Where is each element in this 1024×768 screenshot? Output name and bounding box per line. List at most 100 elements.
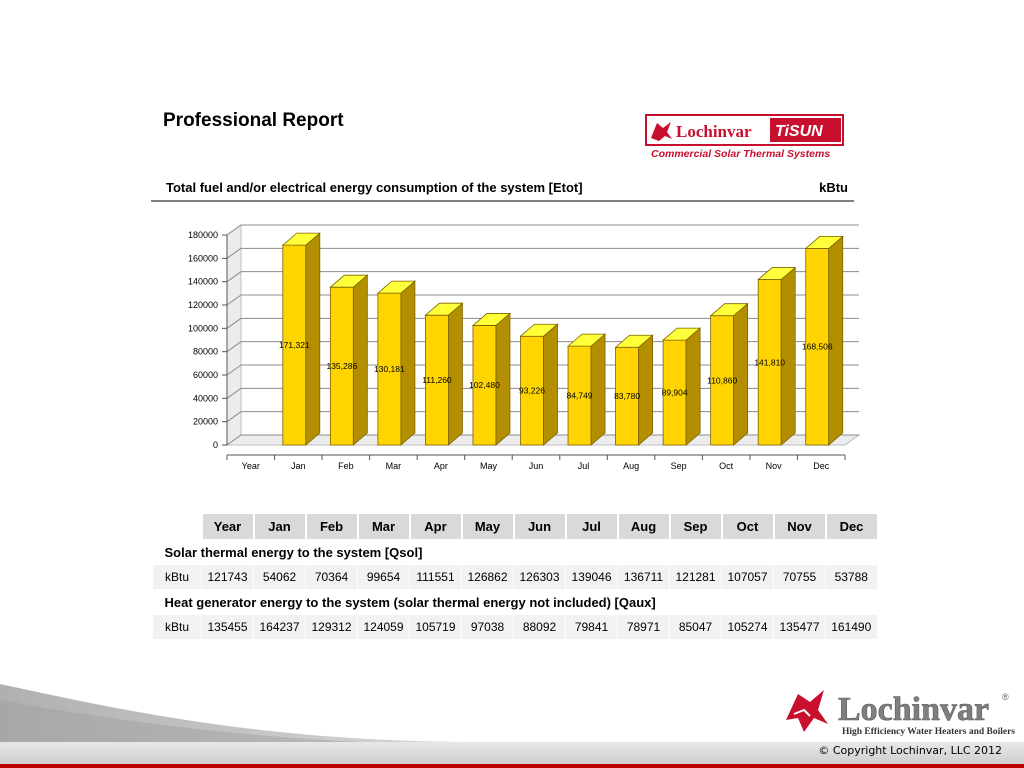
y-tick-label: 120000: [188, 300, 218, 310]
column-header: Feb: [304, 514, 358, 539]
y-tick-label: 140000: [188, 277, 218, 287]
column-header: Nov: [772, 514, 826, 539]
bar-value-label: 93,226: [519, 386, 545, 396]
table-cell: 97038: [461, 615, 514, 639]
lochinvar-horse-icon: [786, 690, 828, 732]
table-cell: 136711: [617, 565, 670, 589]
x-tick-label: Jan: [291, 461, 306, 471]
table-cell: 78971: [617, 615, 670, 639]
bar: 110,860: [707, 302, 749, 446]
table-cell: 126303: [513, 565, 566, 589]
bar-value-label: 83,780: [614, 391, 640, 401]
page-title: Professional Report: [163, 110, 344, 131]
x-tick-label: Year: [242, 461, 260, 471]
table-cell: 85047: [669, 615, 722, 639]
table-cell: 88092: [513, 615, 566, 639]
logo-product: TiSUN: [775, 123, 823, 140]
table-cell: 79841: [565, 615, 618, 639]
row-unit: kBtu: [152, 615, 202, 639]
table-cell: 124059: [357, 615, 410, 639]
bar: 135,286: [326, 274, 369, 446]
table-cell: 121743: [201, 565, 254, 589]
logo-brand: Lochinvar: [676, 122, 752, 141]
bar: 93,226: [519, 323, 559, 446]
lochinvar-logo: Lochinvar ® High Efficiency Water Heater…: [786, 690, 1015, 737]
x-tick-label: Jun: [529, 461, 544, 471]
bar-value-label: 141,810: [754, 357, 785, 367]
bar-value-label: 102,480: [469, 380, 500, 390]
table-cell: 70364: [305, 565, 358, 589]
table-row: kBtu 121743 54062 70364 99654 111551 126862 12…: [152, 565, 877, 589]
column-header: May: [460, 514, 514, 539]
bar: 141,810: [754, 266, 797, 446]
y-axis-ticks: 0 20000 40000 60000 80000 100000 120000 140000 1…: [188, 230, 228, 450]
x-tick-label: Feb: [338, 461, 354, 471]
column-header: Jun: [512, 514, 566, 539]
row-unit: kBtu: [152, 565, 202, 589]
table-cell: 105274: [721, 615, 774, 639]
x-tick-label: Sep: [671, 461, 687, 471]
lochinvar-tisun-logo: Lochinvar TiSUN Commercial Solar Thermal…: [645, 114, 844, 160]
section-heading: Total fuel and/or electrical energy cons…: [166, 180, 583, 195]
x-axis-ticks: Year Jan Feb Mar Apr May Jun Jul Aug Sep Oct Nov Dec: [226, 454, 846, 471]
column-header: Sep: [668, 514, 722, 539]
bar: 111,260: [422, 302, 464, 446]
bar: 168,506: [802, 235, 844, 446]
bar-value-label: 135,286: [326, 361, 357, 371]
table-cell: 111551: [409, 565, 462, 589]
x-tick-label: Oct: [719, 461, 734, 471]
bar: 84,749: [567, 333, 607, 446]
table-cell: 135477: [773, 615, 826, 639]
column-header: Jan: [252, 514, 306, 539]
table-header-blank: [152, 514, 202, 539]
energy-consumption-chart: 0 20000 40000 60000 80000 100000 120000 140000 1…: [188, 224, 861, 471]
table-cell: 53788: [825, 565, 877, 589]
logo-tagline: High Efficiency Water Heaters and Boiler…: [842, 727, 1015, 737]
bar: 130,181: [374, 280, 416, 446]
table-section-row: Heat generator energy to the system (sol…: [152, 589, 877, 615]
heading-divider: [151, 200, 854, 202]
y-tick-label: 100000: [188, 323, 218, 333]
table-section-row: Solar thermal energy to the system [Qsol…: [152, 539, 877, 565]
monthly-data-table: Year Jan Feb Mar Apr May Jun Jul Aug Sep Oct Nov Dec…: [152, 514, 877, 639]
column-header: Jul: [564, 514, 618, 539]
bar-value-label: 130,181: [374, 364, 405, 374]
x-tick-label: Aug: [623, 461, 639, 471]
y-tick-label: 60000: [193, 370, 218, 380]
table-row: kBtu 135455 164237 129312 124059 105719 97038…: [152, 615, 877, 639]
bar: 83,780: [614, 334, 654, 446]
x-tick-label: Nov: [766, 461, 783, 471]
column-header: Apr: [408, 514, 462, 539]
y-tick-label: 80000: [193, 347, 218, 357]
x-tick-label: Dec: [813, 461, 830, 471]
footer-band: [0, 742, 1024, 764]
footer-red-line: [0, 764, 1024, 768]
table-cell: 161490: [825, 615, 877, 639]
bar-value-label: 168,506: [802, 342, 833, 352]
table-header-row: Year Jan Feb Mar Apr May Jun Jul Aug Sep Oct Nov Dec: [152, 514, 877, 539]
bar-value-label: 110,860: [707, 375, 737, 385]
table-cell: 121281: [669, 565, 722, 589]
table-cell: 54062: [253, 565, 306, 589]
y-tick-label: 0: [213, 440, 218, 450]
section-title-qaux: Heat generator energy to the system (sol…: [152, 589, 877, 615]
y-tick-label: 160000: [188, 253, 218, 263]
bar: 171,321: [279, 232, 321, 446]
y-tick-label: 180000: [188, 230, 218, 240]
column-header: Mar: [356, 514, 410, 539]
bar: 89,904: [662, 327, 702, 446]
registered-mark: ®: [1002, 692, 1009, 702]
table-cell: 70755: [773, 565, 826, 589]
table-cell: 126862: [461, 565, 514, 589]
logo-tagline: Commercial Solar Thermal Systems: [651, 148, 830, 160]
bar-value-label: 111,260: [422, 375, 452, 385]
section-title-qsol: Solar thermal energy to the system [Qsol…: [152, 539, 877, 565]
x-tick-label: May: [480, 461, 498, 471]
bar: 102,480: [469, 312, 512, 446]
y-tick-label: 20000: [193, 417, 218, 427]
copyright-text: © Copyright Lochinvar, LLC 2012: [818, 744, 1002, 757]
table-cell: 139046: [565, 565, 618, 589]
y-tick-label: 40000: [193, 393, 218, 403]
x-tick-label: Mar: [386, 461, 402, 471]
table-cell: 99654: [357, 565, 410, 589]
